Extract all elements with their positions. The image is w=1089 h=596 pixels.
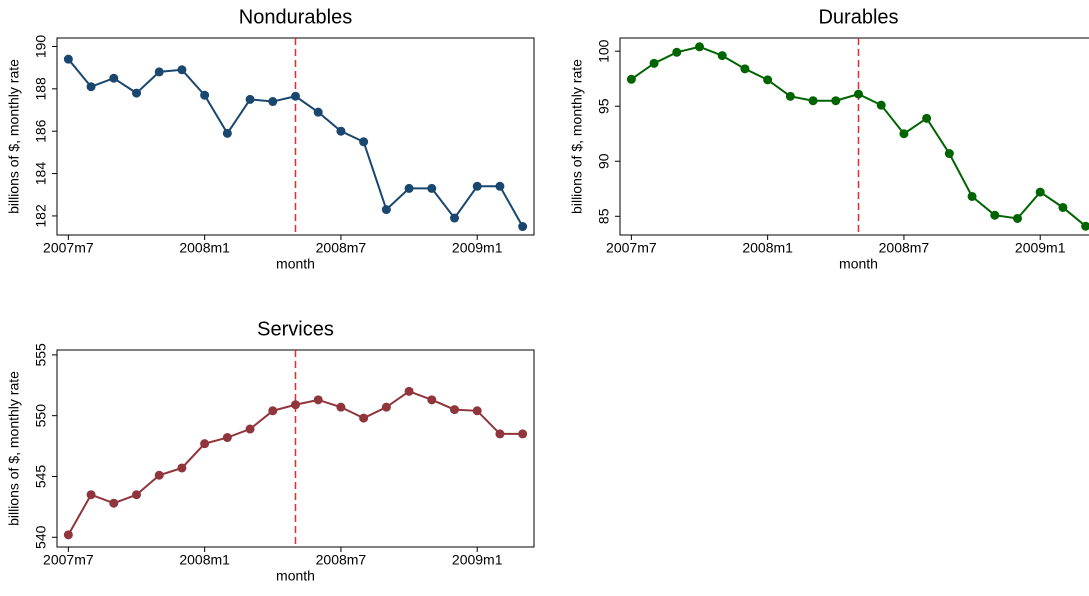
data-point xyxy=(472,181,482,191)
data-point xyxy=(450,213,459,223)
y-tick-label: 555 xyxy=(33,343,49,367)
data-point xyxy=(518,429,528,439)
y-axis-title: billions of $, monthly rate xyxy=(6,59,22,214)
data-point xyxy=(245,424,255,434)
data-point xyxy=(672,47,682,57)
data-point xyxy=(86,490,96,500)
plot-frame xyxy=(619,37,1089,236)
data-point xyxy=(63,530,73,540)
data-point xyxy=(1013,213,1022,223)
data-point xyxy=(495,429,505,439)
data-point xyxy=(336,402,346,412)
data-point xyxy=(990,210,1000,220)
data-point xyxy=(967,191,977,201)
data-point xyxy=(132,88,141,98)
data-point xyxy=(717,51,727,61)
y-tick-label: 85 xyxy=(596,208,612,224)
data-point xyxy=(109,498,119,508)
data-point xyxy=(854,89,863,99)
data-point xyxy=(381,402,391,412)
data-point xyxy=(450,405,459,415)
y-tick-label: 190 xyxy=(33,35,49,59)
data-point xyxy=(268,97,278,107)
data-point xyxy=(359,137,369,147)
data-point xyxy=(63,54,73,64)
data-point xyxy=(336,126,346,136)
data-point xyxy=(495,181,505,191)
data-point xyxy=(518,222,528,232)
data-point xyxy=(785,91,795,101)
data-point xyxy=(695,42,704,52)
data-point xyxy=(222,128,232,138)
chart-title: Services xyxy=(257,318,334,340)
data-point xyxy=(291,400,300,410)
x-tick-label: 2008m7 xyxy=(879,240,930,256)
x-tick-label: 2009m1 xyxy=(452,240,503,256)
x-tick-label: 2008m1 xyxy=(179,552,230,568)
data-point xyxy=(427,183,437,193)
data-point xyxy=(177,463,187,473)
chart-title: Nondurables xyxy=(239,6,352,28)
data-point xyxy=(313,107,323,117)
y-tick-label: 540 xyxy=(33,525,49,549)
data-point xyxy=(109,73,119,83)
data-point xyxy=(381,205,391,215)
data-point xyxy=(200,439,210,449)
data-point xyxy=(200,90,210,100)
y-tick-label: 100 xyxy=(596,39,612,63)
y-axis-title: billions of $, monthly rate xyxy=(6,371,22,526)
data-point xyxy=(649,58,659,68)
data-point xyxy=(472,406,482,416)
y-tick-label: 188 xyxy=(33,77,49,101)
data-point xyxy=(291,91,300,101)
data-point xyxy=(268,406,278,416)
y-tick-label: 90 xyxy=(596,153,612,169)
data-point xyxy=(404,386,414,396)
y-tick-label: 186 xyxy=(33,119,49,143)
y-axis-title: billions of $, monthly rate xyxy=(569,59,585,214)
x-tick-label: 2009m1 xyxy=(452,552,503,568)
x-tick-label: 2007m7 xyxy=(43,552,94,568)
x-tick-label: 2007m7 xyxy=(606,240,657,256)
y-tick-label: 545 xyxy=(33,465,49,489)
data-point xyxy=(1035,187,1045,197)
x-tick-label: 2008m1 xyxy=(179,240,230,256)
chart-title: Durables xyxy=(818,6,898,28)
data-point xyxy=(177,65,187,75)
data-point xyxy=(86,82,96,92)
data-point xyxy=(1081,221,1089,231)
data-point xyxy=(876,100,886,110)
data-point xyxy=(763,75,773,85)
data-point xyxy=(944,149,954,159)
data-point xyxy=(222,433,232,443)
data-point xyxy=(831,96,841,106)
data-point xyxy=(922,113,932,123)
data-point xyxy=(359,413,369,423)
data-point xyxy=(427,395,437,405)
y-tick-label: 184 xyxy=(33,162,49,186)
y-tick-label: 182 xyxy=(33,204,49,228)
x-tick-label: 2007m7 xyxy=(43,240,94,256)
x-tick-label: 2008m1 xyxy=(742,240,793,256)
data-point xyxy=(245,94,255,104)
data-point xyxy=(154,67,164,77)
data-point xyxy=(154,470,164,480)
data-point xyxy=(899,129,909,139)
data-point xyxy=(808,96,818,106)
y-tick-label: 95 xyxy=(596,98,612,114)
y-tick-label: 550 xyxy=(33,404,49,428)
data-point xyxy=(404,183,414,193)
x-tick-label: 2009m1 xyxy=(1015,240,1066,256)
data-point xyxy=(132,490,141,500)
data-point xyxy=(1058,202,1068,212)
data-point xyxy=(313,395,323,405)
x-axis-title: month xyxy=(276,256,315,272)
data-point xyxy=(740,64,750,74)
data-point xyxy=(626,74,636,84)
x-axis-title: month xyxy=(839,256,878,272)
x-tick-label: 2008m7 xyxy=(316,240,367,256)
x-tick-label: 2008m7 xyxy=(316,552,367,568)
x-axis-title: month xyxy=(276,568,315,584)
